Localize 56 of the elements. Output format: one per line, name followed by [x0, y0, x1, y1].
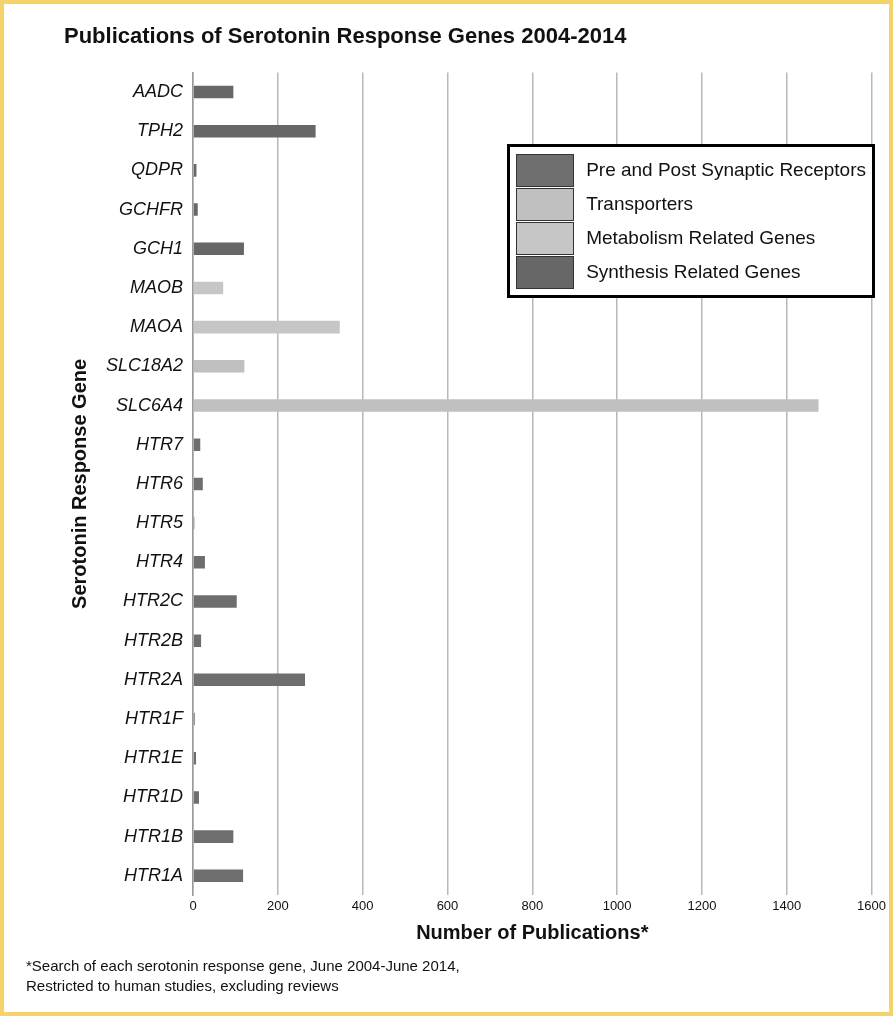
bar	[193, 242, 244, 256]
y-tick-label: SLC6A4	[116, 394, 184, 415]
y-tick-label: HTR5	[136, 512, 185, 533]
y-tick-label: QDPR	[131, 159, 184, 180]
x-tick-label: 0	[189, 897, 197, 913]
x-tick-label: 800	[521, 897, 544, 913]
x-tick-label: 400	[351, 897, 374, 913]
legend-label: Pre and Post Synaptic Receptors	[586, 159, 866, 181]
y-axis-title: Serotonin Response Gene	[67, 358, 90, 609]
bar	[193, 85, 234, 99]
y-tick-label: HTR2C	[123, 590, 185, 611]
bar	[193, 556, 205, 569]
y-tick-label: HTR6	[136, 472, 185, 493]
legend-label: Synthesis Related Genes	[586, 261, 801, 283]
text: Restricted to human studies, excluding reviews	[26, 976, 340, 996]
legend-label: Transporters	[586, 193, 694, 215]
y-tick-label: HTR2B	[124, 629, 184, 650]
bar	[193, 791, 199, 804]
bar	[193, 673, 305, 687]
y-tick-label: HTR4	[136, 551, 184, 572]
bar	[193, 830, 234, 843]
bar	[193, 595, 237, 608]
y-tick-label: AADC	[132, 81, 185, 101]
bar	[193, 477, 203, 491]
x-tick-label: 1600	[857, 897, 886, 913]
chart-title: Publications of Serotonin Response Genes 2004-2014	[64, 23, 628, 49]
y-tick-label: HTR1B	[124, 825, 184, 846]
bar	[193, 281, 224, 295]
y-tick-label: HTR7	[136, 433, 185, 454]
x-tick-label: 200	[267, 897, 289, 913]
bar	[193, 634, 202, 647]
y-tick-label: HTR1E	[124, 747, 185, 768]
text: *Search of each serotonin response gene, June 2004-June 2014,	[26, 956, 460, 976]
x-tick-label: 1000	[602, 897, 632, 913]
y-tick-label: HTR1F	[125, 708, 185, 729]
y-tick-label: MAOB	[130, 276, 184, 297]
legend-label: Metabolism Related Genes	[586, 227, 816, 249]
y-tick-label: HTR2A	[124, 668, 184, 689]
x-tick-label: 1400	[772, 897, 802, 913]
x-tick-label: 1200	[687, 897, 717, 913]
x-tick-label: 600	[436, 897, 459, 913]
bar	[193, 124, 316, 138]
y-tick-label: HTR1A	[124, 864, 184, 885]
y-tick-label: GCH1	[133, 237, 184, 258]
bar	[193, 869, 244, 883]
y-tick-label: MAOA	[130, 316, 184, 337]
y-tick-label: SLC18A2	[105, 355, 184, 376]
bar	[193, 320, 340, 334]
x-axis-title: Number of Publications*	[416, 920, 649, 943]
y-tick-label: TPH2	[137, 120, 184, 141]
y-tick-label: GCHFR	[119, 198, 184, 219]
bar	[193, 360, 245, 373]
bar	[193, 438, 201, 451]
y-tick-label: HTR1D	[123, 786, 184, 807]
bar	[193, 751, 197, 765]
bar	[193, 203, 198, 216]
